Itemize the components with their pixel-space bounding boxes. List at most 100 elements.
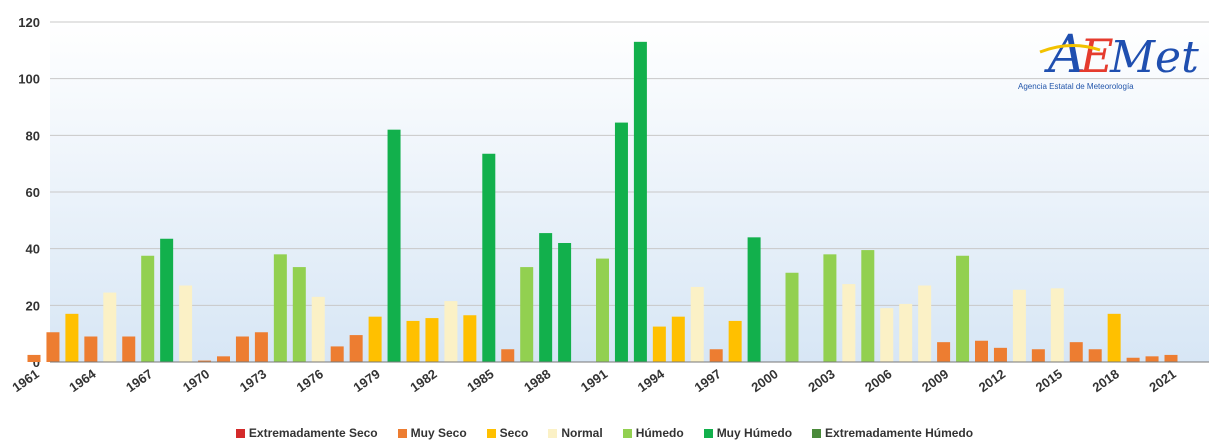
bar-1969: [179, 285, 193, 362]
bar-2014: [1031, 349, 1045, 362]
chart-legend: Extremadamente Seco Muy Seco Seco Normal Húm…: [0, 426, 1209, 440]
legend-swatch: [486, 428, 496, 438]
bar-1961: [27, 354, 41, 362]
bar-1993: [633, 41, 647, 362]
legend-item: Normal: [548, 426, 603, 440]
bar-1998: [728, 320, 742, 362]
legend-label: Muy Seco: [410, 426, 467, 440]
bar-1994: [652, 326, 666, 362]
bar-2001: [785, 272, 799, 362]
y-tick-label: 20: [26, 298, 40, 313]
bar-2013: [1012, 289, 1026, 362]
legend-item: Extremadamente Húmedo: [812, 426, 973, 440]
legend-label: Seco: [499, 426, 529, 440]
x-tick-label: 1991: [578, 366, 610, 395]
bar-1971: [217, 356, 230, 362]
x-tick-label: 1994: [635, 366, 668, 395]
bar-2007: [899, 303, 913, 362]
bar-1997: [709, 349, 723, 362]
legend-label: Normal: [561, 426, 603, 440]
x-tick-label: 1982: [407, 366, 439, 395]
bar-1999: [747, 237, 761, 362]
legend-item: Húmedo: [622, 426, 684, 440]
bar-1988: [539, 233, 553, 362]
bar-2010: [956, 255, 970, 362]
y-tick-label: 60: [26, 185, 40, 200]
bar-1968: [160, 238, 174, 362]
legend-item: Extremadamente Seco: [235, 426, 378, 440]
x-tick-label: 1979: [351, 366, 383, 395]
legend-label: Extremadamente Húmedo: [825, 426, 974, 440]
bar-1972: [235, 336, 249, 362]
legend-swatch: [235, 428, 245, 438]
bar-2021: [1164, 354, 1178, 362]
bar-1975: [292, 267, 306, 362]
x-tick-label: 1964: [66, 366, 99, 395]
bar-2020: [1145, 356, 1159, 362]
y-tick-label: 120: [18, 15, 40, 30]
x-tick-label: 1961: [9, 366, 41, 395]
legend-swatch: [622, 428, 632, 438]
bar-2019: [1126, 357, 1140, 362]
x-tick-label: 2012: [976, 366, 1008, 395]
legend-swatch: [703, 428, 713, 438]
bar-2015: [1050, 288, 1064, 362]
x-tick-label: 2006: [862, 366, 894, 395]
x-tick-label: 1997: [692, 366, 724, 395]
bar-2005: [861, 250, 875, 362]
bar-1964: [84, 336, 98, 362]
bar-2003: [823, 254, 837, 362]
logo-subtitle: Agencia Estatal de Meteorología: [1018, 82, 1134, 91]
x-tick-label: 2015: [1033, 366, 1065, 395]
x-tick-label: 1967: [123, 366, 155, 395]
bar-1978: [349, 335, 363, 362]
bar-1985: [482, 153, 496, 362]
legend-item: Seco: [486, 426, 529, 440]
bar-chart: 0 20 40 60 80 100 120 1961 1964 1967 1970 1973 1976…: [9, 15, 1209, 395]
bar-1967: [141, 255, 155, 362]
y-tick-label: 40: [26, 242, 40, 257]
x-axis-ticks: 1961 1964 1967 1970 1973 1976 1979 1982 1985 1988…: [9, 366, 1178, 395]
legend-swatch: [397, 428, 407, 438]
bar-1991: [596, 258, 609, 362]
y-tick-label: 0: [33, 355, 40, 370]
x-tick-label: 2003: [805, 366, 837, 395]
bar-2011: [975, 340, 988, 362]
bar-1980: [387, 129, 401, 362]
bar-1984: [463, 315, 477, 362]
x-tick-label: 1976: [294, 366, 326, 395]
y-axis-ticks: 0 20 40 60 80 100 120: [18, 15, 40, 370]
bar-1973: [254, 332, 268, 362]
bar-1996: [690, 286, 704, 362]
legend-item: Muy Húmedo: [703, 426, 792, 440]
bar-1966: [122, 336, 136, 362]
bar-series: [27, 41, 1178, 362]
bar-2012: [993, 347, 1007, 362]
legend-item: Muy Seco: [397, 426, 467, 440]
x-tick-label: 2000: [748, 366, 780, 395]
svg-text:A: A: [1044, 25, 1086, 82]
svg-text:E: E: [1079, 29, 1114, 82]
legend-swatch: [548, 428, 558, 438]
legend-label: Húmedo: [635, 426, 684, 440]
bar-2017: [1088, 349, 1102, 362]
bar-1982: [425, 318, 439, 362]
bar-2008: [918, 285, 932, 362]
bar-1995: [671, 316, 685, 362]
bar-1976: [311, 296, 325, 362]
gridlines: [50, 21, 1209, 306]
x-tick-label: 1973: [237, 366, 269, 395]
bar-1977: [330, 346, 344, 362]
bar-1981: [406, 320, 420, 362]
bar-2006: [880, 308, 894, 362]
svg-text:Met: Met: [1109, 32, 1199, 82]
x-tick-label: 2009: [919, 366, 951, 395]
bar-1989: [558, 243, 572, 362]
bar-1974: [273, 254, 287, 362]
aemet-logo: A E Met: [1010, 22, 1200, 102]
x-tick-label: 1988: [521, 366, 553, 395]
y-tick-label: 100: [18, 72, 40, 87]
x-tick-label: 2018: [1090, 366, 1122, 395]
bar-2009: [937, 342, 951, 362]
x-tick-label: 2021: [1146, 366, 1178, 395]
